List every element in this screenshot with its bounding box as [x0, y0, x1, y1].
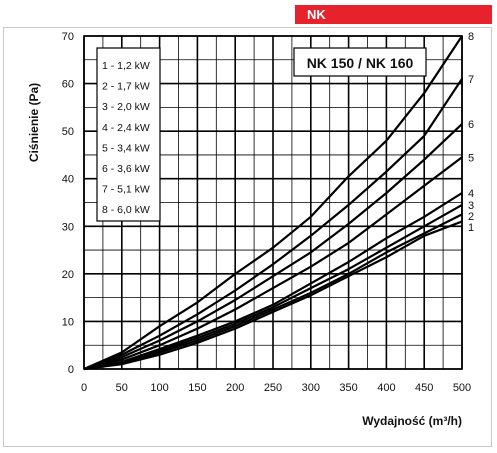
y-tick-label: 0 [68, 364, 74, 376]
y-tick-label: 10 [62, 316, 74, 328]
y-tick-label: 40 [62, 174, 74, 186]
curve-2 [83, 213, 463, 371]
y-tick-label: 30 [62, 221, 74, 233]
curve-label-4: 4 [468, 188, 474, 200]
x-tick-label: 500 [453, 382, 471, 394]
category-badge-label: NK [307, 7, 326, 22]
pressure-flow-chart: 0 10 20 30 40 50 60 70 0 50 100 150 200 250 300 350 400 4… [27, 31, 474, 428]
legend-entry: 2 - 1,7 kW [102, 81, 150, 93]
legend-entry: 6 - 3,6 kW [102, 163, 150, 175]
x-tick-label: 150 [188, 382, 206, 394]
curve-6 [83, 123, 463, 371]
y-tick-label: 50 [62, 126, 74, 138]
legend-entry: 7 - 5,1 kW [102, 184, 150, 196]
curve-7 [83, 78, 463, 371]
x-tick-label: 300 [302, 382, 320, 394]
x-tick-label: 100 [150, 382, 168, 394]
legend-entry: 1 - 1,2 kW [102, 60, 150, 72]
title-box [293, 47, 427, 77]
x-axis-label: Wydajność (m³/h) [362, 414, 462, 428]
y-tick-label: 70 [62, 31, 74, 43]
curve-label-6: 6 [468, 119, 474, 131]
y-tick-label: 20 [62, 269, 74, 281]
curve-label-3: 3 [468, 200, 474, 212]
x-tick-label: 200 [226, 382, 244, 394]
x-tick-label: 50 [116, 382, 128, 394]
curve-label-5: 5 [468, 152, 474, 164]
y-tick-label: 60 [62, 79, 74, 91]
curve-1 [83, 220, 463, 371]
curve-label-2: 2 [468, 211, 474, 223]
legend-entry: 4 - 2,4 kW [102, 122, 150, 134]
curve-4 [83, 192, 463, 371]
y-axis-label: Ciśnienie (Pa) [27, 83, 41, 162]
chart-title: NK 150 / NK 160 [307, 55, 414, 71]
curve-5 [83, 156, 463, 371]
x-tick-label: 400 [377, 382, 395, 394]
plot-border [83, 35, 463, 370]
x-tick-label: 350 [339, 382, 357, 394]
curve-label-1: 1 [468, 222, 474, 234]
curve-3 [83, 203, 463, 371]
curve-label-7: 7 [468, 74, 474, 86]
category-badge: NK [295, 5, 492, 24]
x-tick-label: 450 [415, 382, 433, 394]
legend-box [96, 47, 161, 222]
x-tick-label: 0 [81, 382, 87, 394]
curve-8 [83, 35, 463, 371]
legend-entry: 3 - 2,0 kW [102, 101, 150, 113]
legend-entry: 8 - 6,0 kW [102, 204, 150, 216]
x-tick-label: 250 [264, 382, 282, 394]
legend-entry: 5 - 3,4 kW [102, 142, 150, 154]
chart-frame: 0 10 20 30 40 50 60 70 0 50 100 150 200 250 300 350 400 4… [3, 27, 492, 447]
curve-label-8: 8 [468, 31, 474, 43]
